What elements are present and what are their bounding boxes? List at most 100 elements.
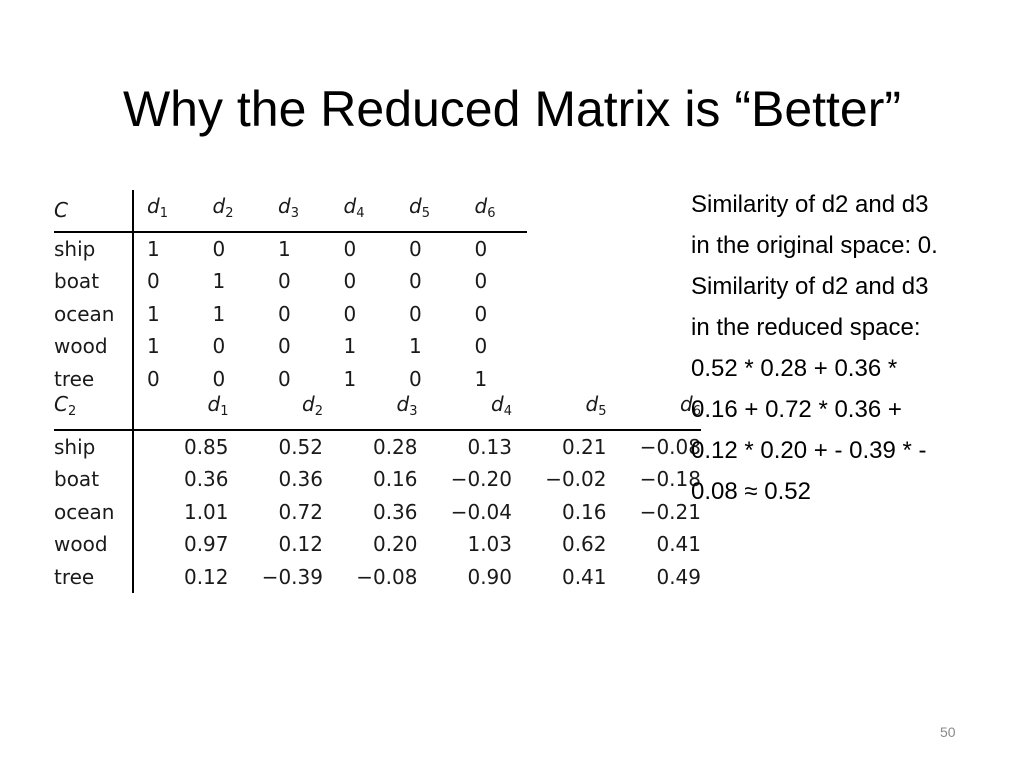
matrix-row: boat 0 1 0 0 0 0 xyxy=(54,265,527,298)
matrix-cell: 0.41 xyxy=(561,564,607,589)
matrix-row: wood 1 0 0 1 1 0 xyxy=(54,330,527,363)
column-header: d5 xyxy=(396,190,462,233)
column-header-base: d xyxy=(491,392,504,416)
matrix-row: wood 0.97 0.12 0.20 1.03 0.62 0.41 xyxy=(54,528,701,561)
column-header-subscript: 5 xyxy=(421,206,430,221)
matrix-cell: 0.28 xyxy=(372,434,418,459)
column-header: d3 xyxy=(265,190,331,233)
explanation-line: 0.12 * 0.20 + - 0.39 * - xyxy=(691,437,927,464)
column-header: d2 xyxy=(228,388,323,431)
matrix-cell: 1 xyxy=(343,334,357,358)
corner-text: C xyxy=(54,198,68,222)
matrix-cell: 0 xyxy=(147,269,160,293)
matrix-cell: 0 xyxy=(343,269,357,293)
matrix-cell: 0 xyxy=(409,301,422,326)
matrix-cell: 0.16 xyxy=(372,467,418,491)
matrix-cell: 0.12 xyxy=(278,532,323,556)
reduced-matrix-c2: C2 d1 d2 d3 d4 d5 d6 ship 0.85 0.52 0.28 0.13 0.21 −0… xyxy=(54,388,701,593)
matrix-cell: −0.04 xyxy=(450,499,512,524)
column-header-base: d xyxy=(278,194,291,218)
matrix-cell: −0.08 xyxy=(356,564,418,589)
matrix-cell: 0.12 xyxy=(183,564,229,589)
matrix-cell: −0.02 xyxy=(545,467,607,491)
column-header: d1 xyxy=(133,388,229,431)
matrix-cell: 0.20 xyxy=(372,532,418,556)
column-header-base: d xyxy=(409,194,422,218)
matrix-cell: 0 xyxy=(343,236,357,261)
column-header-base: d xyxy=(585,392,599,416)
column-header-base: d xyxy=(212,194,226,218)
page-number: 50 xyxy=(940,724,956,740)
matrix-cell: 1 xyxy=(147,334,160,358)
matrix-cell: 0.21 xyxy=(561,434,607,459)
matrix-cell: 0.85 xyxy=(183,434,229,459)
matrix-cell: 1 xyxy=(212,269,226,293)
explanation-line: Similarity of d2 and d3 xyxy=(691,191,929,218)
column-header-subscript: 2 xyxy=(314,404,323,419)
matrix-cell: 0.36 xyxy=(183,467,229,491)
matrix-cell: 1 xyxy=(409,334,422,358)
matrix-cell: 0 xyxy=(409,236,422,261)
slide-title: Why the Reduced Matrix is “Better” xyxy=(122,81,902,137)
matrix-corner-label: C xyxy=(54,190,134,233)
matrix-cell: 0 xyxy=(343,301,357,326)
column-header-subscript: 4 xyxy=(503,404,512,419)
row-term-label: wood xyxy=(54,528,134,561)
column-header-subscript: 3 xyxy=(290,206,299,221)
column-header: d6 xyxy=(461,190,527,233)
matrix-row: tree 0.12 −0.39 −0.08 0.90 0.41 0.49 xyxy=(54,560,701,593)
matrix-cell: 0 xyxy=(409,366,422,391)
matrix-header-row: C2 d1 d2 d3 d4 d5 d6 xyxy=(54,388,701,431)
column-header-subscript: 1 xyxy=(220,404,229,419)
matrix-cell: 1.01 xyxy=(183,499,229,524)
column-header: d1 xyxy=(133,190,200,233)
corner-base: C xyxy=(54,392,68,416)
explanation-line: in the original space: 0. xyxy=(691,232,938,259)
explanation-line: in the reduced space: xyxy=(691,314,921,341)
row-term-label: tree xyxy=(54,560,134,593)
column-header: d4 xyxy=(330,190,396,233)
column-header-subscript: 5 xyxy=(598,404,607,419)
matrix-cell: 0 xyxy=(278,301,291,326)
matrix-cell: 0.90 xyxy=(467,564,512,589)
matrix-cell: 1 xyxy=(278,236,291,261)
column-header-base: d xyxy=(147,194,160,218)
matrix-cell: −0.21 xyxy=(639,499,701,524)
column-header-subscript: 1 xyxy=(159,206,168,221)
matrix-cell: 0.97 xyxy=(183,532,229,556)
matrix-cell: −0.39 xyxy=(261,564,323,589)
row-term-label: ocean xyxy=(54,495,134,528)
row-term-label: wood xyxy=(54,330,134,363)
matrix-cell: 0 xyxy=(147,366,160,391)
column-header: d5 xyxy=(512,388,607,431)
column-header-base: d xyxy=(302,392,315,416)
similarity-explanation: Similarity of d2 and d3 in the original s… xyxy=(691,184,1011,512)
matrix-row: ship 0.85 0.52 0.28 0.13 0.21 −0.08 xyxy=(54,429,701,463)
column-header-subscript: 6 xyxy=(692,404,701,419)
matrix-cell: −0.08 xyxy=(639,434,701,459)
matrix-cell: 0 xyxy=(409,269,422,293)
column-header: d3 xyxy=(323,388,418,431)
row-term-label: ship xyxy=(54,429,134,463)
matrix-cell: 0 xyxy=(212,334,226,358)
matrix-row: boat 0.36 0.36 0.16 −0.20 −0.02 −0.18 xyxy=(54,463,701,496)
matrix-cell: 0.36 xyxy=(278,467,323,491)
matrix-cell: 1 xyxy=(147,236,160,261)
matrix-cell: 0 xyxy=(278,366,291,391)
matrix-cell: 1 xyxy=(147,301,160,326)
row-term-label: boat xyxy=(54,265,134,298)
matrix-row: ocean 1 1 0 0 0 0 xyxy=(54,297,527,330)
column-header-base: d xyxy=(474,194,488,218)
column-header-base: d xyxy=(343,194,357,218)
column-header-subscript: 3 xyxy=(409,404,418,419)
row-term-label: boat xyxy=(54,463,134,496)
matrix-cell: 1 xyxy=(474,366,488,391)
row-term-label: ship xyxy=(54,231,134,265)
matrix-cell: 1 xyxy=(343,366,357,391)
column-header-subscript: 2 xyxy=(225,206,234,221)
column-header-base: d xyxy=(680,392,693,416)
matrix-cell: 0.52 xyxy=(278,434,323,459)
column-header: d4 xyxy=(417,388,512,431)
